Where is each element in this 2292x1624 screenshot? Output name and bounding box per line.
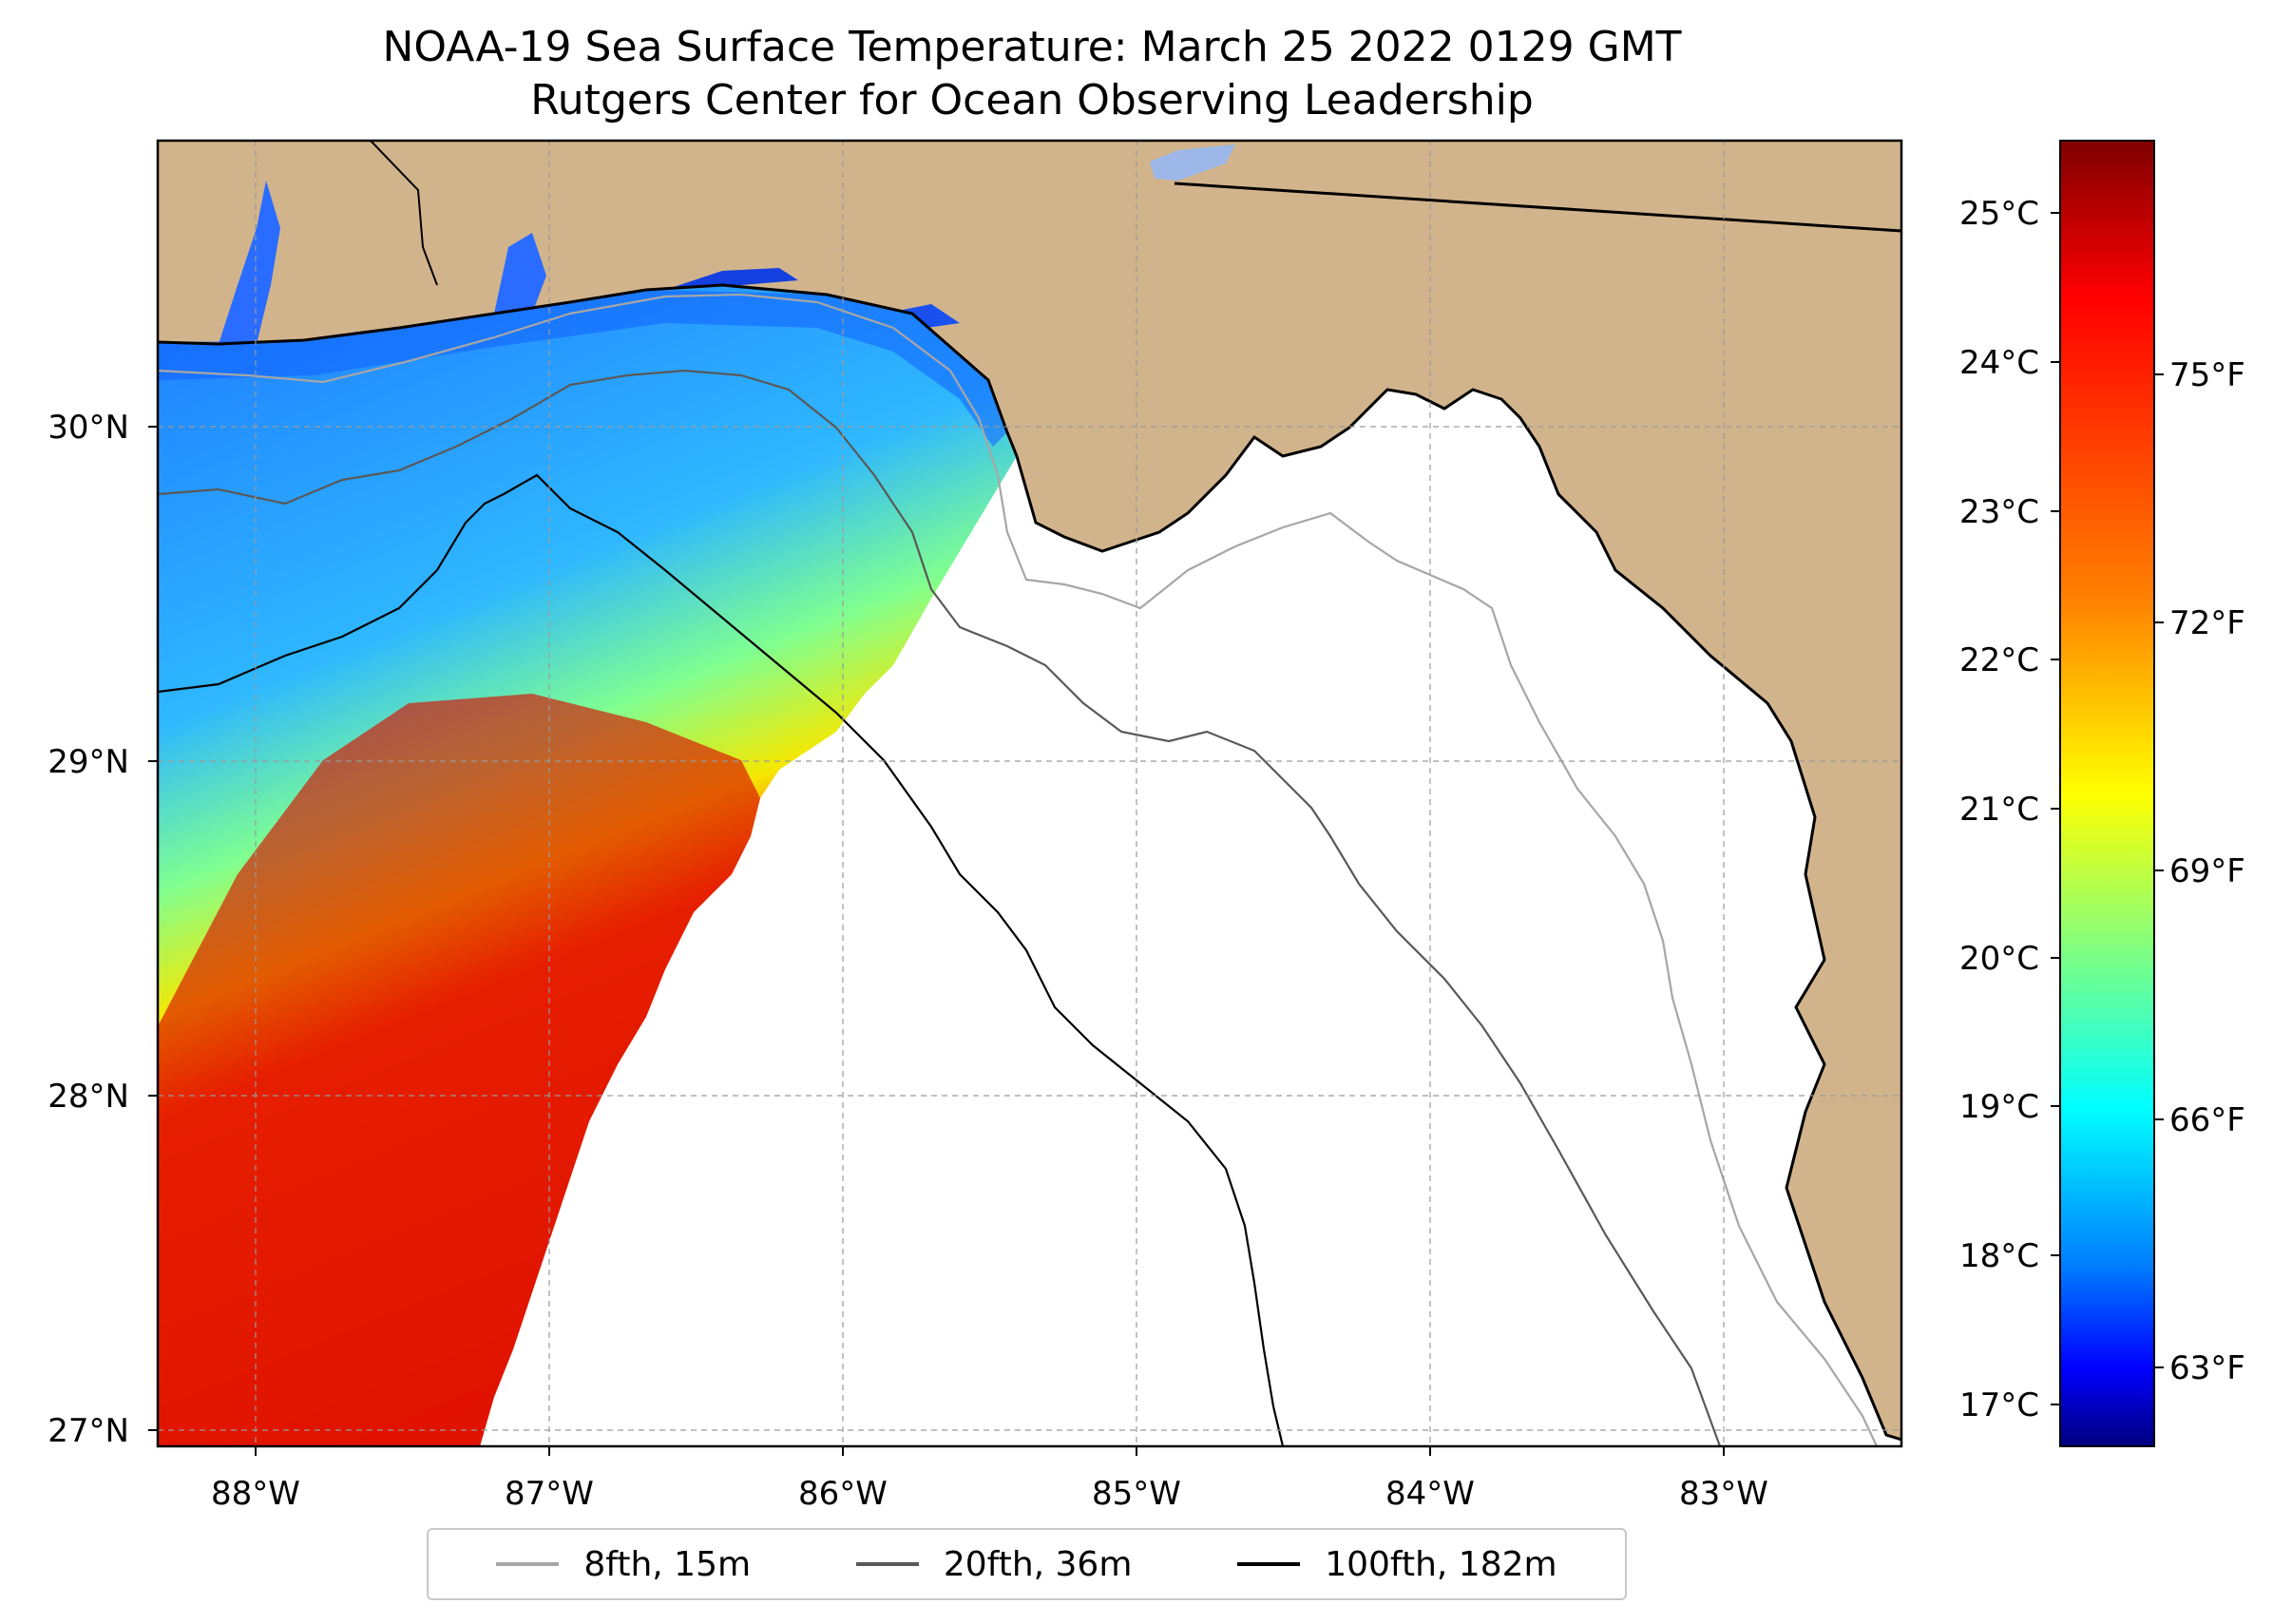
colorbar: [2059, 140, 2155, 1447]
cb-label-19c: 19°C: [1959, 1088, 2039, 1126]
lat-label-30n: 30°N: [48, 409, 129, 447]
axis-ticks: [148, 426, 1725, 1456]
legend-item-100fth: 100fth, 182m: [1237, 1545, 1557, 1584]
land-mass: [158, 141, 1901, 1440]
cb-label-22c: 22°C: [1959, 641, 2039, 679]
cb-label-69f: 69°F: [2169, 852, 2245, 890]
legend-item-20fth: 20fth, 36m: [855, 1544, 1133, 1584]
legend-swatch-100fth: [1237, 1562, 1301, 1566]
lon-label-86w: 86°W: [798, 1475, 888, 1513]
st-andrew-bay: [893, 304, 960, 328]
lon-label-88w: 88°W: [211, 1475, 300, 1513]
legend-label-100fth: 100fth, 182m: [1325, 1544, 1557, 1584]
legend-swatch-20fth: [855, 1562, 919, 1566]
lon-label-85w: 85°W: [1092, 1475, 1181, 1513]
cb-label-63f: 63°F: [2169, 1349, 2245, 1387]
coastline: [158, 283, 1901, 1442]
choctawhatchee-bay: [665, 268, 798, 290]
legend-label-20fth: 20fth, 36m: [943, 1544, 1133, 1584]
map-frame: [156, 139, 1903, 1448]
cb-label-75f: 75°F: [2169, 356, 2245, 394]
colorbar-ticks: [2051, 212, 2164, 1405]
warm-core: [158, 694, 760, 1446]
contour-legend: 8fth, 15m 20fth, 36m 100fth, 182m: [427, 1528, 1627, 1600]
cb-label-25c: 25°C: [1959, 195, 2039, 233]
legend-item-8fth: 8fth, 15m: [496, 1545, 751, 1584]
cb-label-17c: 17°C: [1959, 1386, 2039, 1424]
lon-label-87w: 87°W: [505, 1475, 594, 1513]
legend-label-8fth: 8fth, 15m: [583, 1544, 752, 1584]
lat-label-29n: 29°N: [48, 743, 129, 781]
cb-label-24c: 24°C: [1959, 344, 2039, 382]
map-title: NOAA-19 Sea Surface Temperature: March 2…: [0, 21, 2064, 127]
inland-lake: [1150, 144, 1235, 181]
contour-100fth: [158, 473, 1285, 1446]
cb-label-72f: 72°F: [2169, 604, 2245, 642]
cb-label-23c: 23°C: [1959, 493, 2039, 531]
pensacola-bay: [494, 233, 546, 314]
lon-label-83w: 83°W: [1679, 1475, 1768, 1513]
cb-label-21c: 21°C: [1959, 791, 2039, 829]
title-line-2: Rutgers Center for Ocean Observing Leade…: [530, 76, 1534, 124]
lat-label-28n: 28°N: [48, 1078, 129, 1116]
cb-label-18c: 18°C: [1959, 1237, 2039, 1275]
contour-20fth: [158, 369, 1722, 1446]
coastal-cool-band: [158, 290, 1007, 447]
mobile-bay: [219, 181, 280, 344]
title-line-1: NOAA-19 Sea Surface Temperature: March 2…: [382, 23, 1682, 71]
state-border: [1174, 182, 1901, 233]
gridlines: [158, 141, 1901, 1446]
cb-label-20c: 20°C: [1959, 940, 2039, 978]
lon-label-84w: 84°W: [1385, 1475, 1475, 1513]
legend-swatch-8fth: [496, 1562, 560, 1566]
cb-label-66f: 66°F: [2169, 1101, 2245, 1139]
northern-border: [370, 141, 438, 286]
lat-label-27n: 27°N: [48, 1412, 129, 1450]
contour-8fth: [158, 293, 1878, 1446]
